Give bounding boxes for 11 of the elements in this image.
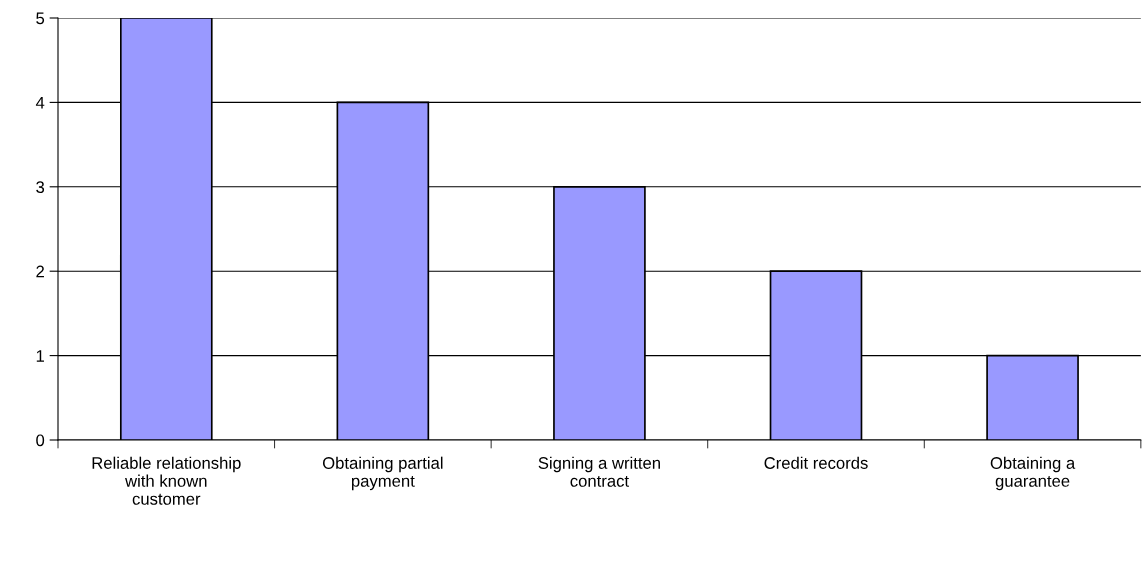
y-tick-label: 1: [36, 350, 44, 362]
y-tick-label: 5: [36, 12, 45, 25]
x-tick-label: Obtaining a guarantee: [990, 456, 1076, 491]
y-tick-label: 4: [35, 96, 45, 109]
y-tick-label: 0: [36, 434, 45, 447]
x-tick-label: Signing a written contract: [538, 456, 660, 487]
y-tick-label: 3: [36, 181, 45, 193]
x-tick-label: Reliable relationship with known customer: [92, 456, 241, 505]
y-tick-label: 2: [36, 265, 44, 278]
x-tick-label: Credit records: [764, 456, 868, 469]
x-tick-label: Obtaining partial payment: [322, 456, 443, 491]
